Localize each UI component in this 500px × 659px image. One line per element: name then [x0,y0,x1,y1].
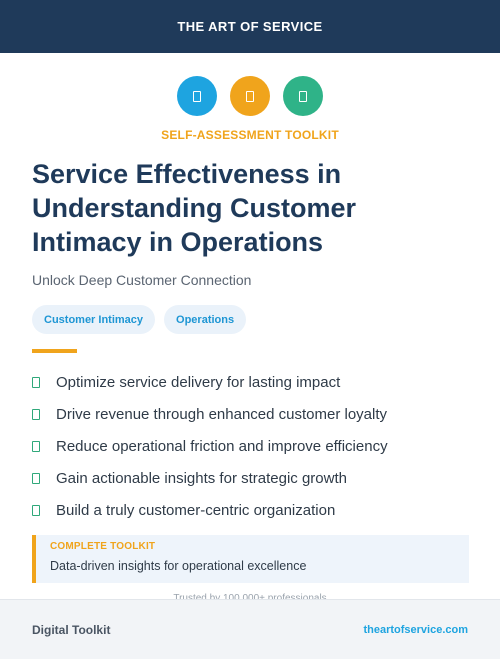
accent-divider [32,349,77,353]
header-bar: THE ART OF SERVICE [0,0,500,53]
page-subtitle: Unlock Deep Customer Connection [32,272,252,288]
benefit-list: Optimize service delivery for lasting im… [32,366,388,526]
check-icon [32,472,40,484]
footer-label: Digital Toolkit [32,622,111,637]
toolkit-kicker: SELF-ASSESSMENT TOOLKIT [161,128,339,142]
icon-row [0,76,500,116]
callout-label: COMPLETE TOOLKIT [50,541,156,552]
website-link[interactable]: theartofservice.com [363,623,468,636]
list-item: Build a truly customer-centric organizat… [32,494,388,526]
footer-bar: Digital Toolkit theartofservice.com [0,599,500,659]
brand-name: THE ART OF SERVICE [177,19,323,34]
tag-customer-intimacy[interactable]: Customer Intimacy [32,305,156,334]
tag-list: Customer Intimacy Operations [32,305,247,334]
trusted-note: Trusted by 100,000+ professionals [173,593,327,601]
check-icon [32,376,40,388]
callout-text: Data-driven insights for operational exc… [50,559,307,573]
list-item: Reduce operational friction and improve … [32,430,388,462]
check-icon [32,408,40,420]
list-item: Gain actionable insights for strategic g… [32,462,388,494]
list-item: Drive revenue through enhanced customer … [32,398,388,430]
list-item: Optimize service delivery for lasting im… [32,366,388,398]
clipboard-icon [230,76,270,116]
page-title: Service Effectiveness in Understanding C… [32,159,357,257]
tag-operations[interactable]: Operations [164,305,247,334]
toolkit-callout: COMPLETE TOOLKIT Data-driven insights fo… [32,535,469,583]
check-icon [32,504,40,516]
document-icon [177,76,217,116]
check-icon [32,440,40,452]
chart-icon [283,76,323,116]
